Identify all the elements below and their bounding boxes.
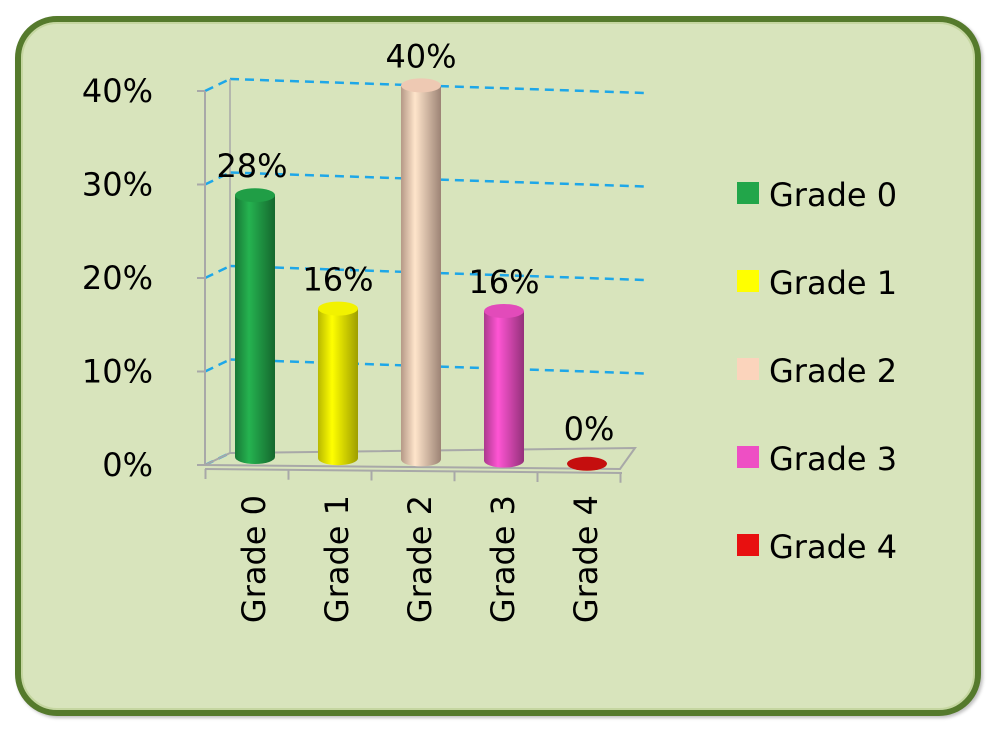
x-category-label: Grade 4 [567,495,605,623]
floor-outline [204,446,637,471]
legend-item: Grade 3 [737,440,897,478]
bar [235,188,275,464]
bar-top [484,304,524,318]
bar-top [401,78,441,93]
x-category-label: Grade 3 [484,495,522,623]
gridline [229,171,646,188]
data-label: 16% [468,263,539,301]
data-labels: 28% 16% 40% 16% 0% [216,37,614,447]
gridline-side [204,358,231,373]
legend-swatch [737,534,759,556]
legend-swatch [737,446,759,468]
y-tick-label: 20% [82,259,153,297]
data-label: 0% [564,410,615,448]
data-label: 16% [302,261,373,299]
legend-swatch [737,358,759,380]
legend-label: Grade 4 [769,528,897,566]
bar [401,78,441,467]
y-tick-label: 0% [102,446,153,484]
gridline [229,77,646,95]
chart-floor [204,446,637,474]
data-label: 40% [385,37,456,75]
bars [235,78,607,471]
x-category-label: Grade 2 [401,495,439,623]
x-category-label: Grade 0 [235,495,273,623]
legend-swatch [737,270,759,292]
gridline-side [204,77,231,93]
legend-item: Grade 2 [737,352,897,390]
gridline [229,358,646,375]
legend-label: Grade 3 [769,440,897,478]
legend-label: Grade 0 [769,176,897,214]
legend-label: Grade 2 [769,352,897,390]
floor-front-edge [204,468,623,474]
gridline [229,264,646,282]
legend-label: Grade 1 [769,264,897,302]
y-axis-ticks: 0% 10% 20% 30% 40% [82,72,153,484]
bar-body [401,85,441,467]
gridline-side [204,264,231,280]
bar-top [235,188,275,203]
y-tick-label: 30% [82,166,153,204]
x-category-label: Grade 1 [318,495,356,623]
legend-item: Grade 1 [737,264,897,302]
bar [318,301,358,466]
bar [567,456,607,471]
bar-top [567,456,607,471]
gridline-side [204,171,231,186]
legend-swatch [737,182,759,204]
legend: Grade 0 Grade 1 Grade 2 Grade 3 Grade 4 [737,176,897,566]
axes [197,79,622,483]
data-label: 28% [216,147,287,185]
y-tick-label: 40% [82,72,153,110]
bar-body [484,311,524,468]
bar-body [318,308,358,466]
y-tick-label: 10% [82,353,153,391]
legend-item: Grade 4 [737,528,897,566]
legend-item: Grade 0 [737,176,897,214]
x-axis-labels: Grade 0 Grade 1 Grade 2 Grade 3 Grade 4 [235,495,605,623]
bar [484,304,524,468]
bar-body [235,195,275,464]
bar-top [318,301,358,316]
